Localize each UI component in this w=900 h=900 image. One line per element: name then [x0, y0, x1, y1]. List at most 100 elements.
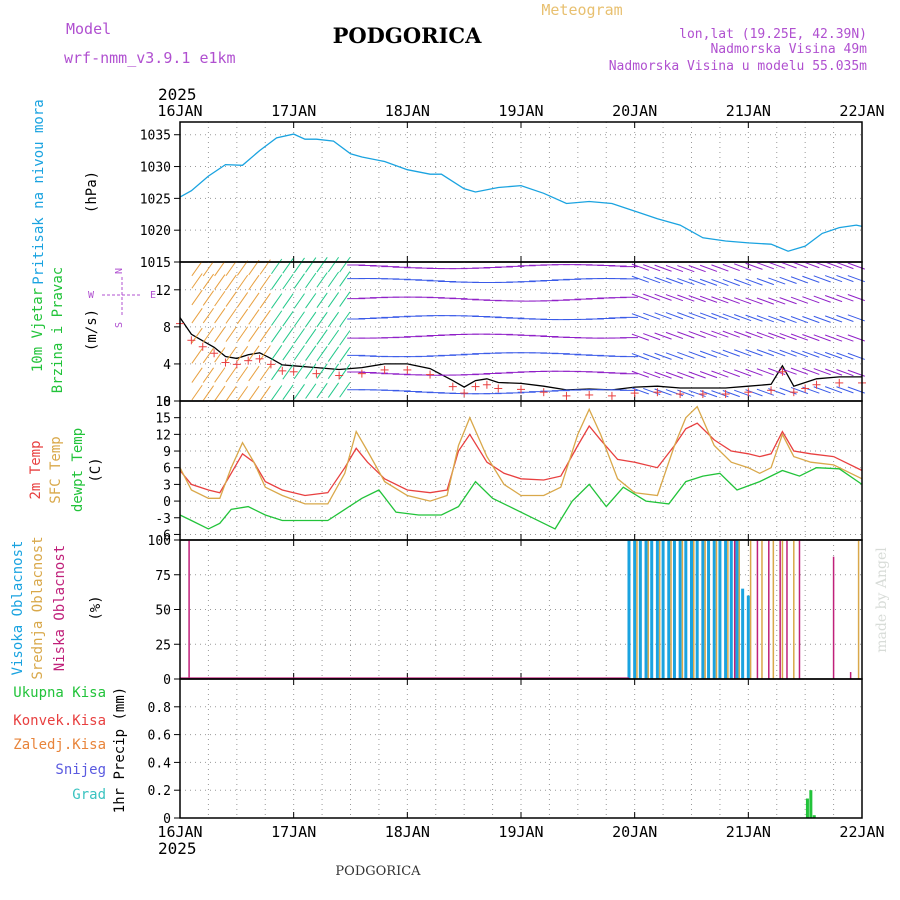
wind-arrow: [768, 332, 786, 340]
bar-clouds-1: [681, 540, 684, 679]
y-tick-label: 9: [163, 445, 171, 460]
wind-arrow: [202, 273, 214, 290]
wind-arrow: [259, 345, 271, 361]
wind-arrow: [677, 312, 695, 320]
wind-arrow: [688, 265, 706, 273]
wind-arrow: [756, 297, 775, 305]
wind-arrow: [631, 293, 649, 301]
bar-clouds-2: [779, 540, 781, 679]
legend-precip-1: Konvek.Kisa: [13, 713, 106, 729]
bar-clouds-1: [727, 540, 729, 679]
wind-arrow: [259, 385, 271, 401]
y-tick-label: 1030: [140, 161, 171, 176]
wind-arrow: [779, 315, 797, 324]
wind-arrow: [654, 276, 672, 284]
wind-arrow: [327, 346, 340, 362]
wind-arrow: [790, 316, 809, 324]
wind-arrow: [248, 274, 260, 291]
wind-arrow: [214, 308, 226, 324]
wind-arrow: [248, 309, 260, 325]
wind-arrow: [824, 295, 843, 303]
y-tick-label: 6: [163, 462, 171, 477]
wind-arrow: [824, 368, 843, 376]
bar-clouds-2: [733, 540, 736, 679]
wind-arrow: [191, 348, 203, 364]
bar-clouds-0: [690, 540, 693, 679]
wind-arrow: [677, 265, 695, 273]
wind-arrow: [813, 368, 831, 376]
bar-clouds-2: [786, 540, 788, 679]
compass-s: S: [114, 322, 125, 328]
wind-arrow: [813, 315, 831, 323]
wind-arrow: [643, 264, 661, 272]
y-tick-label: 0.2: [148, 784, 171, 799]
wind-arrow: [282, 311, 294, 327]
wind-arrow: [802, 367, 820, 375]
y-tick-label: -3: [155, 512, 171, 527]
wind-arrow: [327, 382, 340, 398]
ylabel-temp-2: dewpt Temp: [70, 428, 86, 512]
wind-arrow: [824, 315, 843, 323]
y-tick-label: 0.6: [148, 729, 171, 744]
bar-clouds-0: [741, 588, 745, 679]
wind-arrow: [734, 369, 752, 377]
wind-arrow: [722, 313, 740, 321]
wind-arrow: [271, 293, 283, 309]
bar-clouds-1: [704, 540, 706, 679]
ylabel-cloud-2: Niska Oblacnost: [52, 545, 68, 671]
wind-arrow: [779, 261, 797, 269]
wind-arrow: [745, 297, 763, 305]
series-line-temperature-1: [179, 405, 863, 505]
wind-arrow: [191, 384, 203, 401]
y-tick-label: 18: [155, 395, 171, 410]
y-tick-label: 12: [155, 284, 171, 299]
wind-arrow: [665, 264, 684, 273]
wind-arrow: [282, 293, 294, 309]
wind-arrow: [282, 345, 294, 361]
wind-arrow: [813, 334, 831, 342]
wind-arrow: [293, 328, 305, 344]
wind-arrow: [665, 294, 684, 302]
bar-clouds-0: [650, 540, 654, 679]
wind-arrow: [316, 329, 328, 345]
wind-arrow: [282, 327, 294, 343]
wind-arrow: [768, 261, 786, 269]
wind-arrow: [756, 349, 775, 357]
wind-arrow: [259, 365, 271, 381]
wind-arrow: [836, 334, 854, 342]
wind-arrow: [225, 346, 237, 362]
wind-arrow: [631, 370, 649, 378]
wind-arrow: [214, 385, 226, 402]
wind-arrow: [768, 349, 786, 357]
bar-clouds-1: [761, 540, 763, 679]
wind-arrow: [836, 261, 854, 270]
y-tick-label: 1015: [140, 256, 171, 271]
x-tick-label-bottom: 17JAN: [271, 823, 316, 841]
wind-arrow: [711, 370, 729, 378]
page-title: PODGORICA: [333, 23, 483, 48]
wind-arrow: [214, 290, 226, 307]
y-tick-label: 8: [163, 321, 171, 336]
wind-arrow: [236, 308, 249, 325]
wind-arrow: [248, 326, 260, 342]
wind-arrow: [802, 296, 820, 304]
wind-arrow: [259, 293, 271, 309]
wind-arrow: [282, 258, 294, 274]
wind-arrow: [339, 382, 351, 398]
wind-arrow: [745, 331, 763, 339]
panel-frame-precip: [179, 678, 863, 819]
bar-clouds-1: [793, 540, 795, 679]
wind-arrow: [688, 330, 706, 339]
wind-arrow: [699, 350, 718, 358]
wind-arrow: [779, 349, 797, 357]
wind-arrow: [756, 278, 775, 286]
wind-arrow: [327, 256, 340, 273]
wind-arrow: [202, 367, 214, 383]
x-tick-label-top: 20JAN: [612, 102, 657, 120]
wind-arrow: [745, 368, 763, 376]
wind-arrow: [202, 347, 214, 364]
wind-arrow: [214, 326, 226, 343]
series-line-wind-0: [179, 317, 862, 391]
bar-clouds-0: [667, 540, 671, 679]
wind-arrow: [677, 294, 695, 302]
